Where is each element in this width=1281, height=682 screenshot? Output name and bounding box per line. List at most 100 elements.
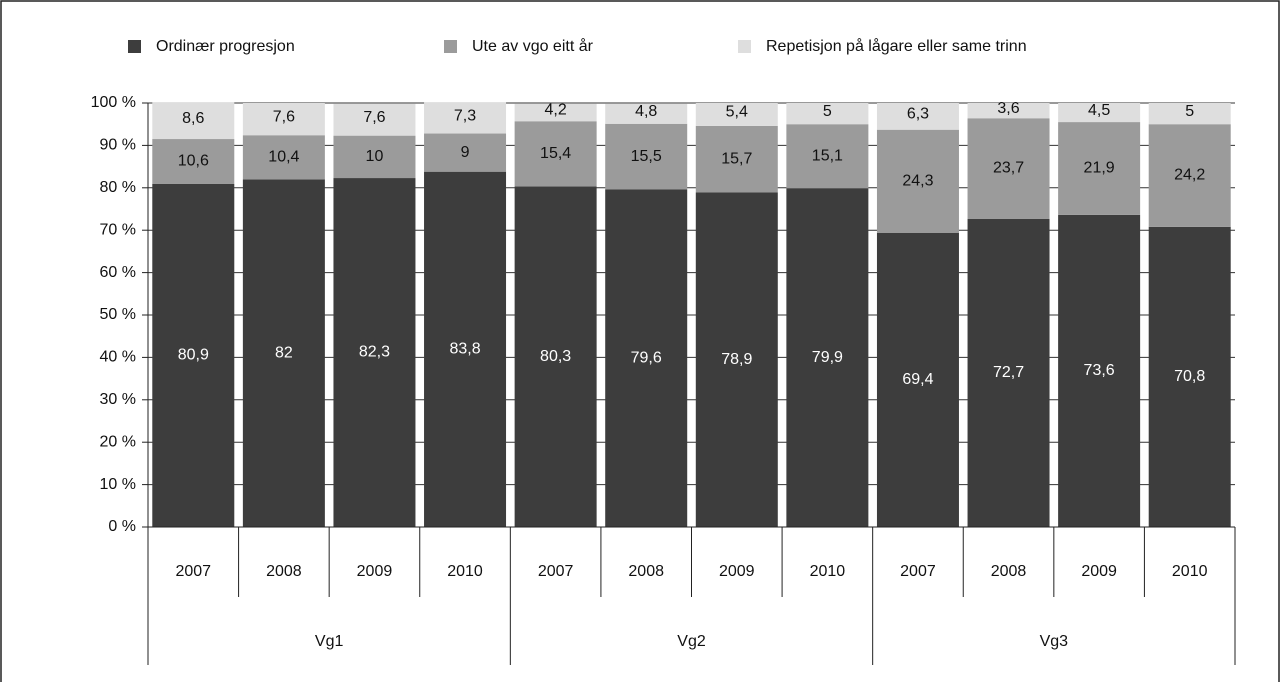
- x-tick-label: 2010: [1172, 563, 1208, 580]
- bar-segment: [514, 121, 597, 187]
- value-label: 5: [1185, 103, 1194, 120]
- value-label: 70,8: [1174, 368, 1205, 385]
- y-tick-label: 80 %: [100, 179, 136, 196]
- legend-label: Ute av vgo eitt år: [472, 37, 594, 55]
- bar-segment: [695, 125, 778, 193]
- bar-segment: [967, 103, 1050, 119]
- value-label: 83,8: [449, 341, 480, 358]
- bar-segment: [605, 189, 688, 527]
- value-label: 23,7: [993, 160, 1024, 177]
- value-label: 7,6: [363, 109, 385, 126]
- y-tick-label: 50 %: [100, 306, 136, 323]
- x-tick-label: 2010: [447, 563, 483, 580]
- value-label: 72,7: [993, 364, 1024, 381]
- legend-swatch: [444, 40, 457, 53]
- bar-segment: [424, 133, 507, 172]
- bar-segment: [695, 192, 778, 528]
- bar-segment: [424, 171, 507, 528]
- bar-segment: [1058, 122, 1141, 215]
- x-tick-label: 2008: [266, 563, 302, 580]
- y-tick-label: 20 %: [100, 433, 136, 450]
- legend-swatch: [128, 40, 141, 53]
- value-label: 15,1: [812, 147, 843, 164]
- bar-segment: [876, 129, 959, 233]
- bar-segment: [152, 183, 235, 527]
- x-tick-label: 2009: [357, 563, 393, 580]
- bar-segment: [876, 103, 959, 130]
- value-label: 15,5: [631, 148, 662, 165]
- value-label: 82,3: [359, 344, 390, 361]
- bar-segment: [786, 103, 869, 125]
- value-label: 82: [275, 344, 293, 361]
- value-label: 4,2: [545, 102, 567, 119]
- bar-segment: [242, 179, 325, 527]
- legend-label: Repetisjon på lågare eller same trinn: [766, 37, 1027, 55]
- bar-segment: [514, 103, 597, 122]
- bar-segment: [333, 178, 416, 527]
- value-label: 9: [461, 144, 470, 161]
- y-tick-label: 0 %: [108, 518, 136, 535]
- x-tick-label: 2008: [991, 563, 1027, 580]
- bar-segment: [152, 102, 235, 140]
- bar-segment: [1058, 214, 1141, 527]
- y-tick-label: 100 %: [91, 94, 136, 111]
- bar-segment: [424, 102, 507, 134]
- value-label: 8,6: [182, 110, 204, 127]
- value-label: 24,3: [902, 172, 933, 189]
- bar-segment: [1148, 226, 1231, 528]
- bar-segment: [242, 103, 325, 136]
- bar-segment: [695, 103, 778, 126]
- bar-segment: [333, 135, 416, 179]
- value-label: 3,6: [997, 100, 1019, 117]
- bar-segment: [876, 232, 959, 527]
- value-label: 78,9: [721, 351, 752, 368]
- x-tick-label: 2008: [628, 563, 664, 580]
- value-label: 80,3: [540, 348, 571, 365]
- x-tick-label: 2007: [900, 563, 936, 580]
- bar-segment: [605, 123, 688, 190]
- y-tick-label: 60 %: [100, 264, 136, 281]
- value-label: 10: [366, 148, 384, 165]
- bar-segment: [605, 103, 688, 124]
- bar-segment: [786, 124, 869, 189]
- bar-segment: [1148, 103, 1231, 125]
- value-label: 73,6: [1084, 362, 1115, 379]
- bar-segment: [1148, 124, 1231, 227]
- group-label: Vg1: [315, 633, 344, 650]
- y-tick-label: 90 %: [100, 137, 136, 154]
- value-label: 21,9: [1084, 160, 1115, 177]
- y-tick-label: 10 %: [100, 476, 136, 493]
- y-tick-label: 30 %: [100, 391, 136, 408]
- value-label: 79,9: [812, 349, 843, 366]
- bar-segment: [967, 218, 1050, 527]
- bar-segment: [786, 188, 869, 527]
- value-label: 7,3: [454, 107, 476, 124]
- y-tick-label: 70 %: [100, 221, 136, 238]
- value-label: 10,4: [268, 148, 299, 165]
- value-label: 4,5: [1088, 102, 1110, 119]
- legend-label: Ordinær progresjon: [156, 38, 295, 55]
- value-label: 4,8: [635, 103, 657, 120]
- bar-segment: [333, 103, 416, 136]
- bar-segment: [242, 135, 325, 180]
- legend-swatch: [738, 40, 751, 53]
- value-label: 15,4: [540, 145, 571, 162]
- value-label: 5: [823, 103, 832, 120]
- value-label: 69,4: [902, 371, 933, 388]
- x-tick-label: 2010: [810, 563, 846, 580]
- bar-segment: [1058, 103, 1141, 123]
- value-label: 5,4: [726, 104, 748, 121]
- group-label: Vg3: [1040, 633, 1069, 650]
- bar-segment: [967, 118, 1050, 219]
- value-label: 24,2: [1174, 167, 1205, 184]
- value-label: 15,7: [721, 150, 752, 167]
- value-label: 6,3: [907, 106, 929, 123]
- value-label: 79,6: [631, 349, 662, 366]
- group-label: Vg2: [677, 633, 706, 650]
- bar-segment: [514, 186, 597, 527]
- x-tick-label: 2007: [175, 563, 211, 580]
- value-label: 80,9: [178, 347, 209, 364]
- x-tick-label: 2009: [719, 563, 755, 580]
